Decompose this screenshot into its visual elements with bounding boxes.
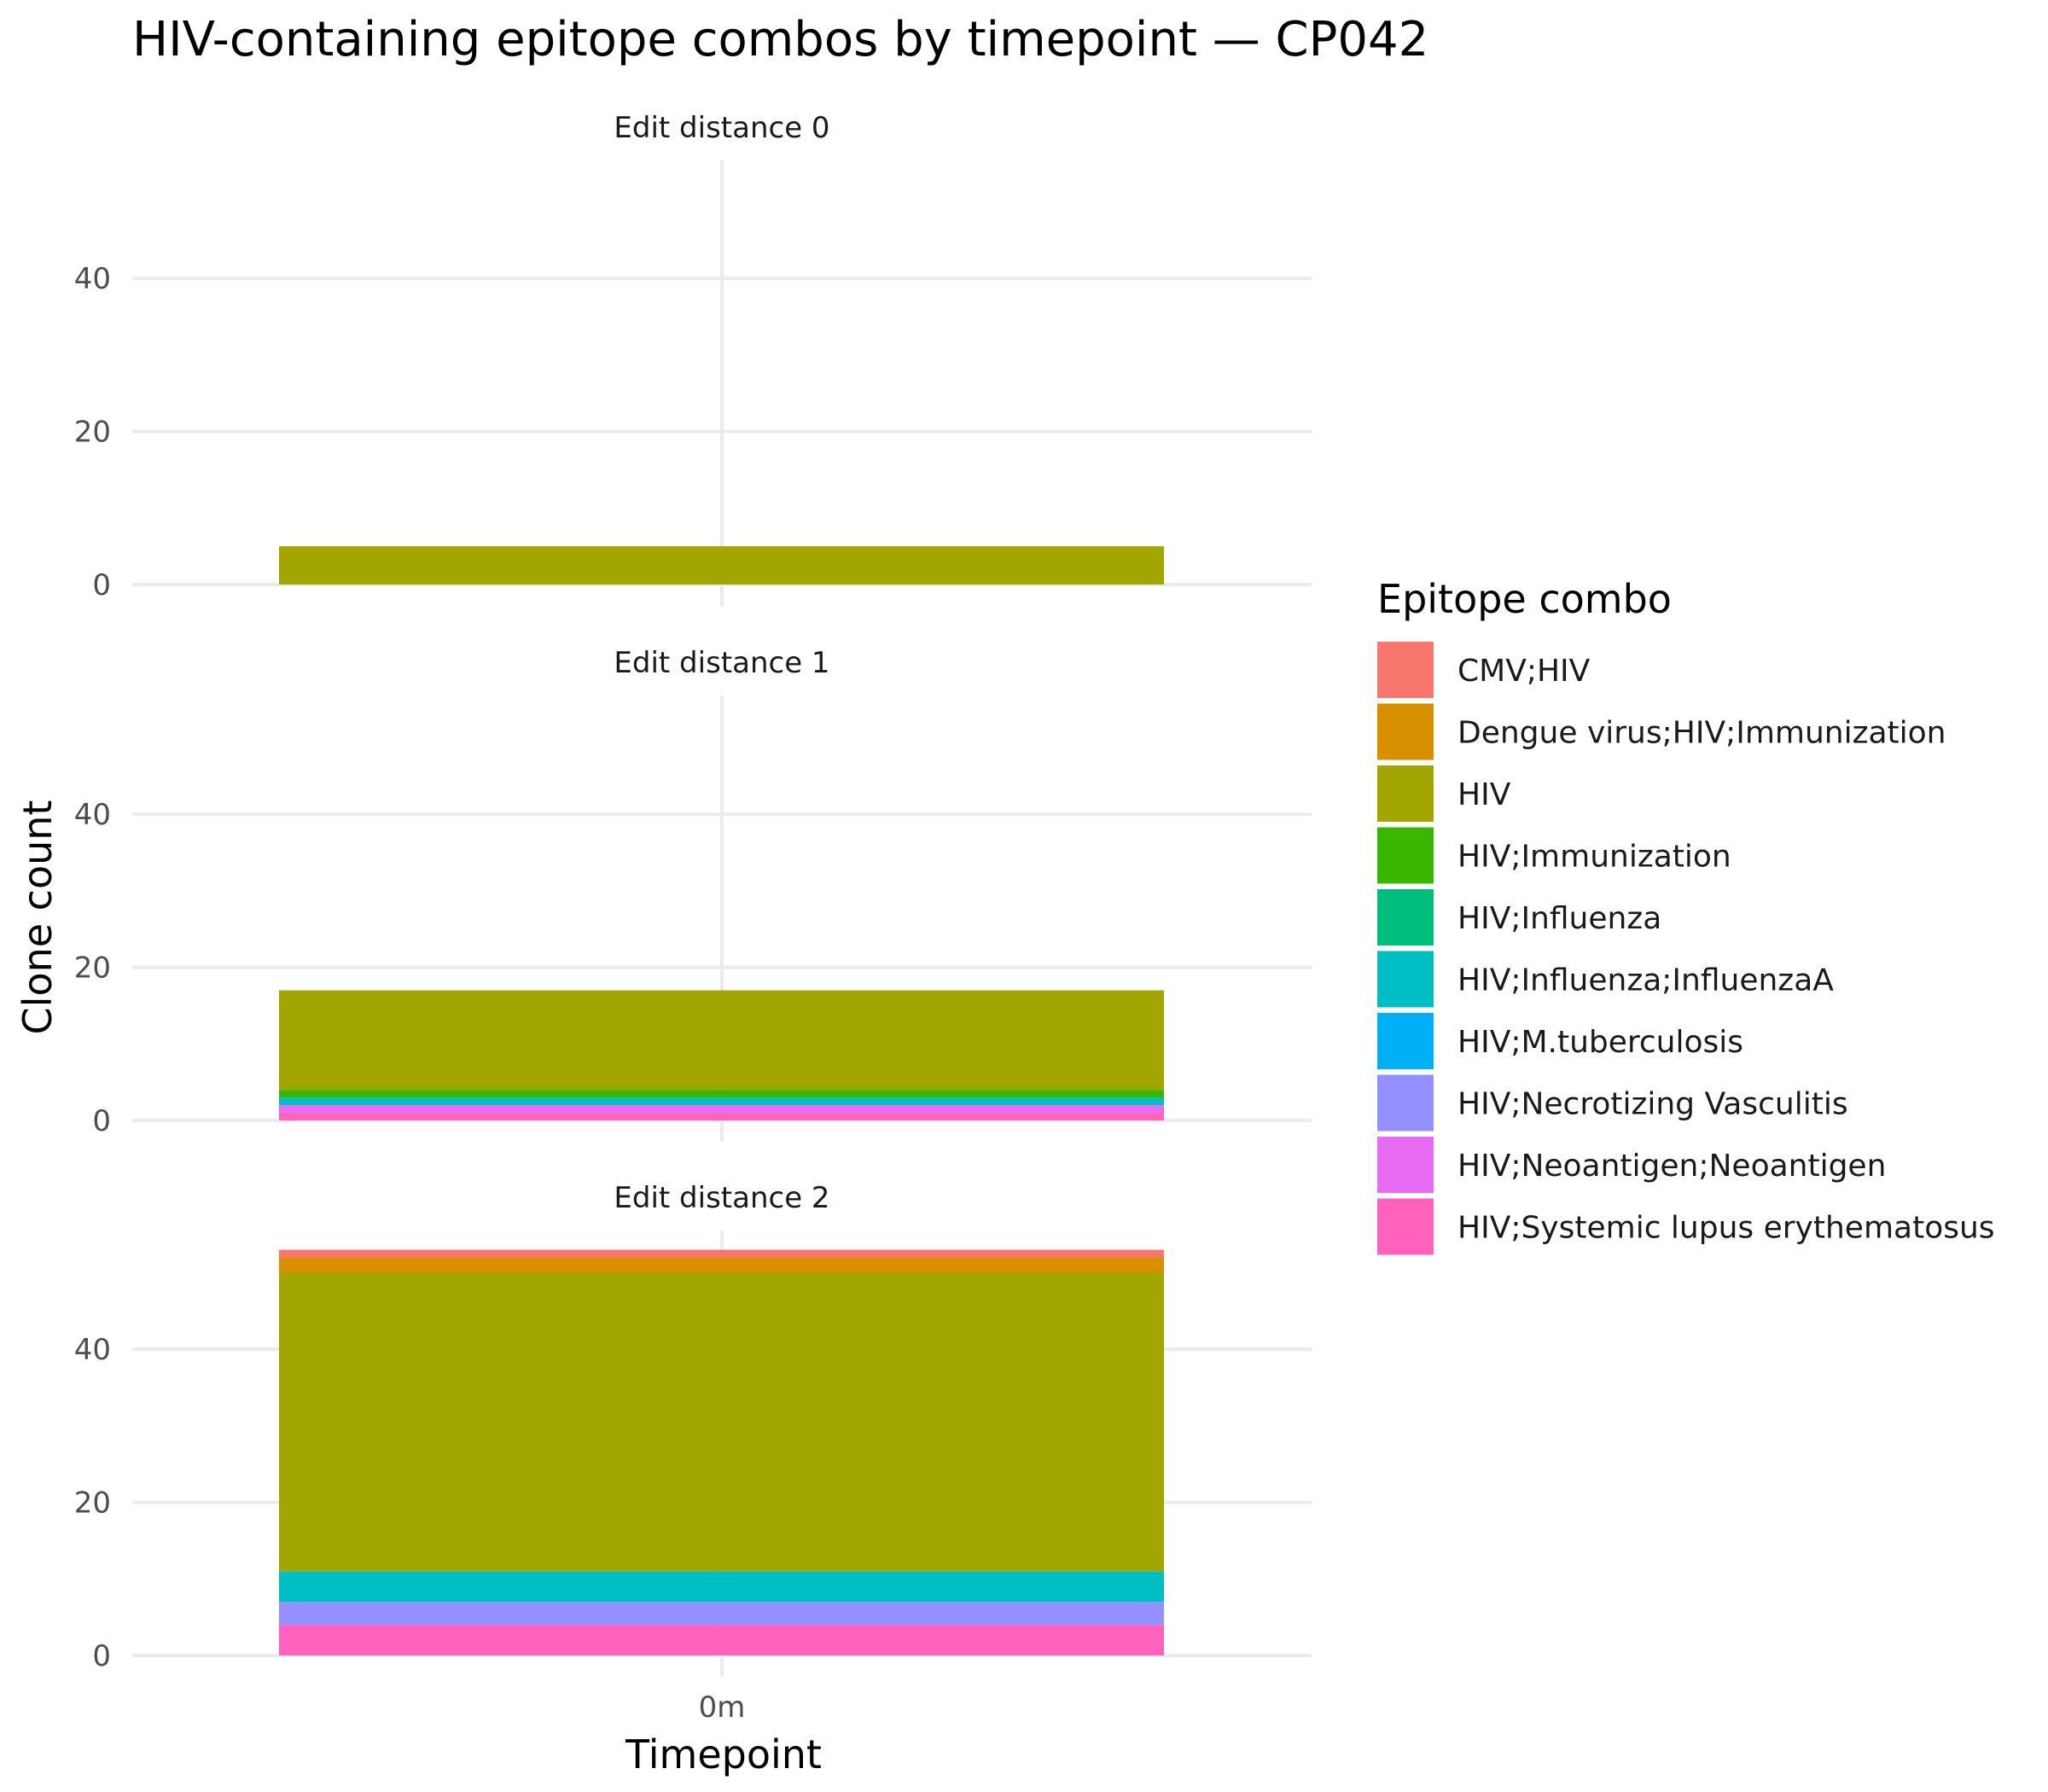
x-tick-label: 0m xyxy=(699,1690,746,1725)
legend-label: HIV;Systemic lupus erythematosus xyxy=(1457,1211,1995,1246)
bar-segment xyxy=(279,546,1164,585)
legend-item: HIV xyxy=(1377,765,1511,822)
legend-item: CMV;HIV xyxy=(1377,642,1591,698)
legend-label: CMV;HIV xyxy=(1457,654,1591,689)
y-tick-label: 40 xyxy=(74,798,111,832)
y-tick-label: 20 xyxy=(74,416,111,450)
legend-item: HIV;M.tuberculosis xyxy=(1377,1013,1743,1069)
y-tick-label: 0 xyxy=(92,1639,111,1673)
legend-swatch xyxy=(1377,703,1434,760)
bar-segment xyxy=(279,1097,1164,1106)
legend-swatch xyxy=(1377,1013,1434,1069)
legend-item: HIV;Systemic lupus erythematosus xyxy=(1377,1198,1995,1255)
y-tick-label: 20 xyxy=(74,951,111,986)
bar-segment xyxy=(279,1602,1164,1626)
bar-segment xyxy=(279,1090,1164,1098)
legend-swatch xyxy=(1377,951,1434,1008)
legend-label: HIV;Neoantigen;Neoantigen xyxy=(1457,1149,1886,1184)
legend-label: HIV;M.tuberculosis xyxy=(1457,1025,1743,1060)
bar-segment xyxy=(279,1113,1164,1120)
legend-item: HIV;Neoantigen;Neoantigen xyxy=(1377,1137,1886,1193)
y-axis-title: Clone count xyxy=(15,800,61,1035)
legend-swatch xyxy=(1377,765,1434,822)
legend-title: Epitope combo xyxy=(1377,576,1672,622)
facet-panels: Edit distance 0 0 20 40 Edit distance 1 0 20 40… xyxy=(74,111,1312,1725)
legend-label: Dengue virus;HIV;Immunization xyxy=(1457,716,1946,751)
bar-segment xyxy=(279,990,1164,1091)
facet-panel: Edit distance 0 0 20 40 xyxy=(74,111,1312,606)
facet-strip-label: Edit distance 2 xyxy=(614,1181,829,1215)
legend-label: HIV xyxy=(1457,777,1511,812)
legend-swatch xyxy=(1377,889,1434,945)
bar-segment xyxy=(279,1105,1164,1114)
legend-label: HIV;Influenza xyxy=(1457,901,1661,936)
legend-swatch xyxy=(1377,1074,1434,1132)
legend-item: HIV;Influenza xyxy=(1377,889,1661,945)
y-tick-label: 40 xyxy=(74,262,111,296)
legend-item: HIV;Influenza;InfluenzaA xyxy=(1377,951,1834,1008)
y-tick-label: 0 xyxy=(92,1104,111,1138)
bar-segment xyxy=(279,1257,1164,1273)
facet-panel: Edit distance 2 0 20 40 0m xyxy=(74,1181,1312,1725)
y-tick-label: 20 xyxy=(74,1487,111,1521)
bar-segment xyxy=(279,1571,1164,1603)
legend-label: HIV;Influenza;InfluenzaA xyxy=(1457,963,1834,998)
legend-item: HIV;Immunization xyxy=(1377,827,1731,884)
y-tick-label: 0 xyxy=(92,568,111,602)
chart-title: HIV-containing epitope combos by timepoi… xyxy=(132,12,1428,67)
facet-strip-label: Edit distance 1 xyxy=(614,646,829,680)
facet-strip-label: Edit distance 0 xyxy=(614,111,829,145)
legend-item: HIV;Necrotizing Vasculitis xyxy=(1377,1074,1848,1132)
legend-swatch xyxy=(1377,642,1434,698)
bar-segment xyxy=(279,1272,1164,1572)
x-axis-title: Timepoint xyxy=(625,1731,822,1777)
legend-swatch xyxy=(1377,827,1434,884)
facet-panel: Edit distance 1 0 20 40 xyxy=(74,646,1312,1142)
y-tick-label: 40 xyxy=(74,1333,111,1367)
legend-swatch xyxy=(1377,1137,1434,1193)
legend-swatch xyxy=(1377,1198,1434,1255)
legend-label: HIV;Immunization xyxy=(1457,840,1731,875)
legend-item: Dengue virus;HIV;Immunization xyxy=(1377,703,1946,760)
legend: Epitope combo CMV;HIV Dengue virus;HIV;Im… xyxy=(1377,576,1995,1255)
legend-label: HIV;Necrotizing Vasculitis xyxy=(1457,1087,1848,1122)
bar-segment xyxy=(279,1249,1164,1258)
bar-segment xyxy=(279,1625,1164,1655)
